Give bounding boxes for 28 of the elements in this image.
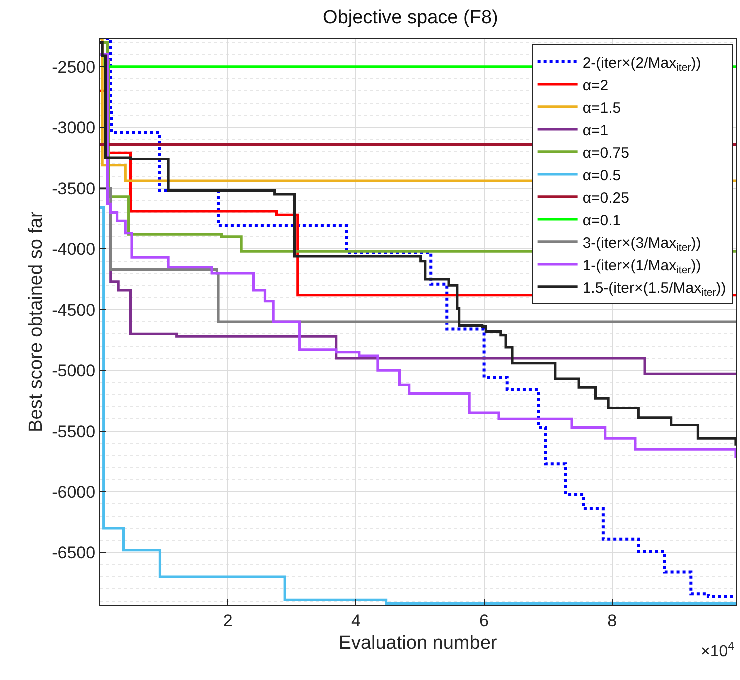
legend-label: 2-(iter×(2/Max$_{iter}$)) [582, 54, 702, 74]
text: ×10$^{4}$ [701, 641, 734, 661]
y-tick-label: -3000 [52, 118, 96, 138]
legend-label: α=1.5 [582, 100, 622, 117]
legend-label: α=0.25 [582, 190, 630, 207]
y-tick-label: -4000 [52, 240, 96, 260]
y-tick-label: -3500 [52, 179, 96, 198]
chart-title: Objective space (F8) [323, 8, 498, 28]
x-tick-label: 6 [480, 611, 490, 630]
y-tick-label: -2500 [52, 58, 96, 77]
x-tick-label: 4 [351, 611, 361, 630]
y-axis-title: Best score obtained so far [26, 210, 47, 432]
legend-label: α=0.5 [582, 167, 622, 184]
x-tick-label: 2 [223, 611, 233, 630]
legend-label: 3-(iter×(3/Max$_{iter}$)) [582, 234, 702, 254]
legend-label: 1.5-(iter×(1.5/Max$_{iter}$)) [582, 280, 726, 299]
x-axis-title: Evaluation number [338, 633, 498, 654]
x-tick-label: 8 [608, 611, 618, 630]
y-tick-label: -4500 [52, 300, 96, 320]
legend-label: α=0.1 [582, 212, 622, 230]
y-tick-label: -5500 [52, 422, 96, 442]
legend-label: α=1 [582, 122, 609, 140]
y-tick-label: -6500 [52, 544, 96, 563]
y-tick-label: -6000 [52, 482, 96, 502]
y-tick-label: -5000 [52, 362, 96, 381]
legend-label: α=2 [582, 77, 609, 94]
legend-label: α=0.75 [582, 144, 630, 162]
legend-label: 1-(iter×(1/Max$_{iter}$)) [582, 257, 702, 276]
